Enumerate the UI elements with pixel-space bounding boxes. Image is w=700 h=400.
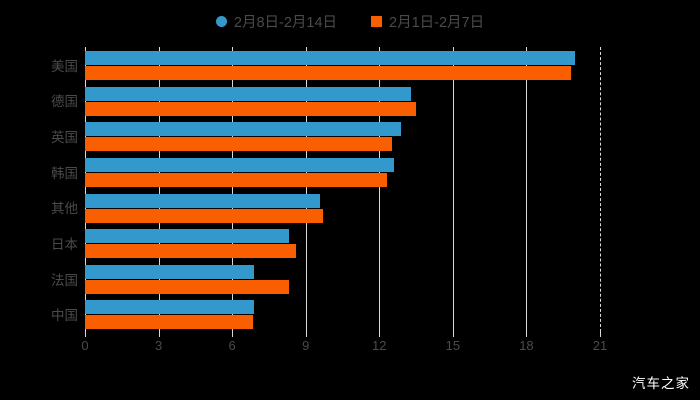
bar-group — [85, 118, 600, 154]
x-tick-label: 3 — [154, 338, 163, 353]
legend-label: 2月1日-2月7日 — [389, 14, 485, 31]
x-tick-mark — [452, 332, 454, 337]
bar-1[interactable] — [85, 137, 392, 152]
legend-entry-1[interactable]: 2月1日-2月7日 — [371, 11, 484, 32]
gridline-0 — [85, 47, 86, 332]
gridline-21 — [600, 47, 601, 332]
bar-1[interactable] — [85, 172, 387, 187]
x-tick-mark — [158, 332, 160, 337]
bar-0[interactable] — [85, 157, 394, 172]
bar-0[interactable] — [85, 51, 576, 65]
y-axis-label: 美国 — [51, 58, 78, 74]
bar-group — [85, 154, 600, 190]
x-tick-label: 18 — [519, 338, 534, 353]
bar-1[interactable] — [85, 66, 571, 80]
plot-area — [85, 47, 601, 332]
y-axis-label: 韩国 — [51, 165, 78, 181]
bar-0[interactable] — [85, 122, 402, 137]
gridline-6 — [232, 47, 234, 332]
y-axis-label: 英国 — [51, 130, 78, 146]
gridline-3 — [158, 47, 160, 332]
legend-entry-0[interactable]: 2月8日-2月14日 — [215, 11, 338, 32]
x-tick-label: 12 — [372, 338, 387, 353]
legend-circle-marker-icon — [215, 15, 227, 27]
bar-group — [85, 190, 600, 226]
y-axis-label: 日本 — [51, 236, 78, 252]
watermark-label: 汽车之家 — [632, 376, 690, 391]
y-axis-label: 法国 — [51, 272, 78, 288]
x-tick-mark — [305, 332, 307, 337]
y-axis-category-labels: 美国德国英国韩国其他日本法国中国 — [0, 47, 78, 332]
x-tick-mark — [600, 332, 601, 337]
x-tick-label: 9 — [302, 338, 310, 353]
x-tick-label: 0 — [81, 338, 89, 353]
x-axis: 0 3 6 9 12 15 18 21 — [81, 332, 607, 358]
x-tick-mark — [526, 332, 528, 337]
x-tick-mark — [379, 332, 381, 337]
x-tick-mark — [232, 332, 234, 337]
bar-1[interactable] — [85, 208, 323, 223]
bar-group — [85, 83, 600, 119]
gridline-9 — [305, 47, 307, 332]
bar-0[interactable] — [85, 229, 289, 244]
bar-0[interactable] — [85, 264, 255, 279]
x-tick-label: 21 — [592, 338, 608, 353]
bar-1[interactable] — [85, 279, 289, 294]
x-tick-mark — [85, 332, 86, 337]
gridline-12 — [379, 47, 381, 332]
gridline-18 — [526, 47, 528, 332]
bar-0[interactable] — [85, 193, 321, 208]
bar-group — [85, 296, 600, 332]
legend-label: 2月8日-2月14日 — [233, 14, 338, 31]
x-tick-label: 6 — [228, 338, 236, 353]
bar-1[interactable] — [85, 101, 417, 116]
bar-1[interactable] — [85, 244, 296, 259]
bar-1[interactable] — [85, 315, 253, 330]
gridline-15 — [452, 47, 454, 332]
y-axis-label: 德国 — [51, 94, 78, 110]
x-tick-label: 15 — [445, 338, 461, 353]
y-axis-label: 其他 — [51, 201, 78, 217]
chart-legend: 2月8日-2月14日 2月1日-2月7日 — [0, 8, 700, 34]
bar-group — [85, 47, 600, 83]
bar-group — [85, 261, 600, 297]
y-axis-label: 中国 — [51, 308, 78, 324]
bar-0[interactable] — [85, 300, 255, 315]
bar-group — [85, 225, 600, 261]
legend-square-marker-icon — [371, 15, 383, 27]
bar-0[interactable] — [85, 86, 412, 101]
